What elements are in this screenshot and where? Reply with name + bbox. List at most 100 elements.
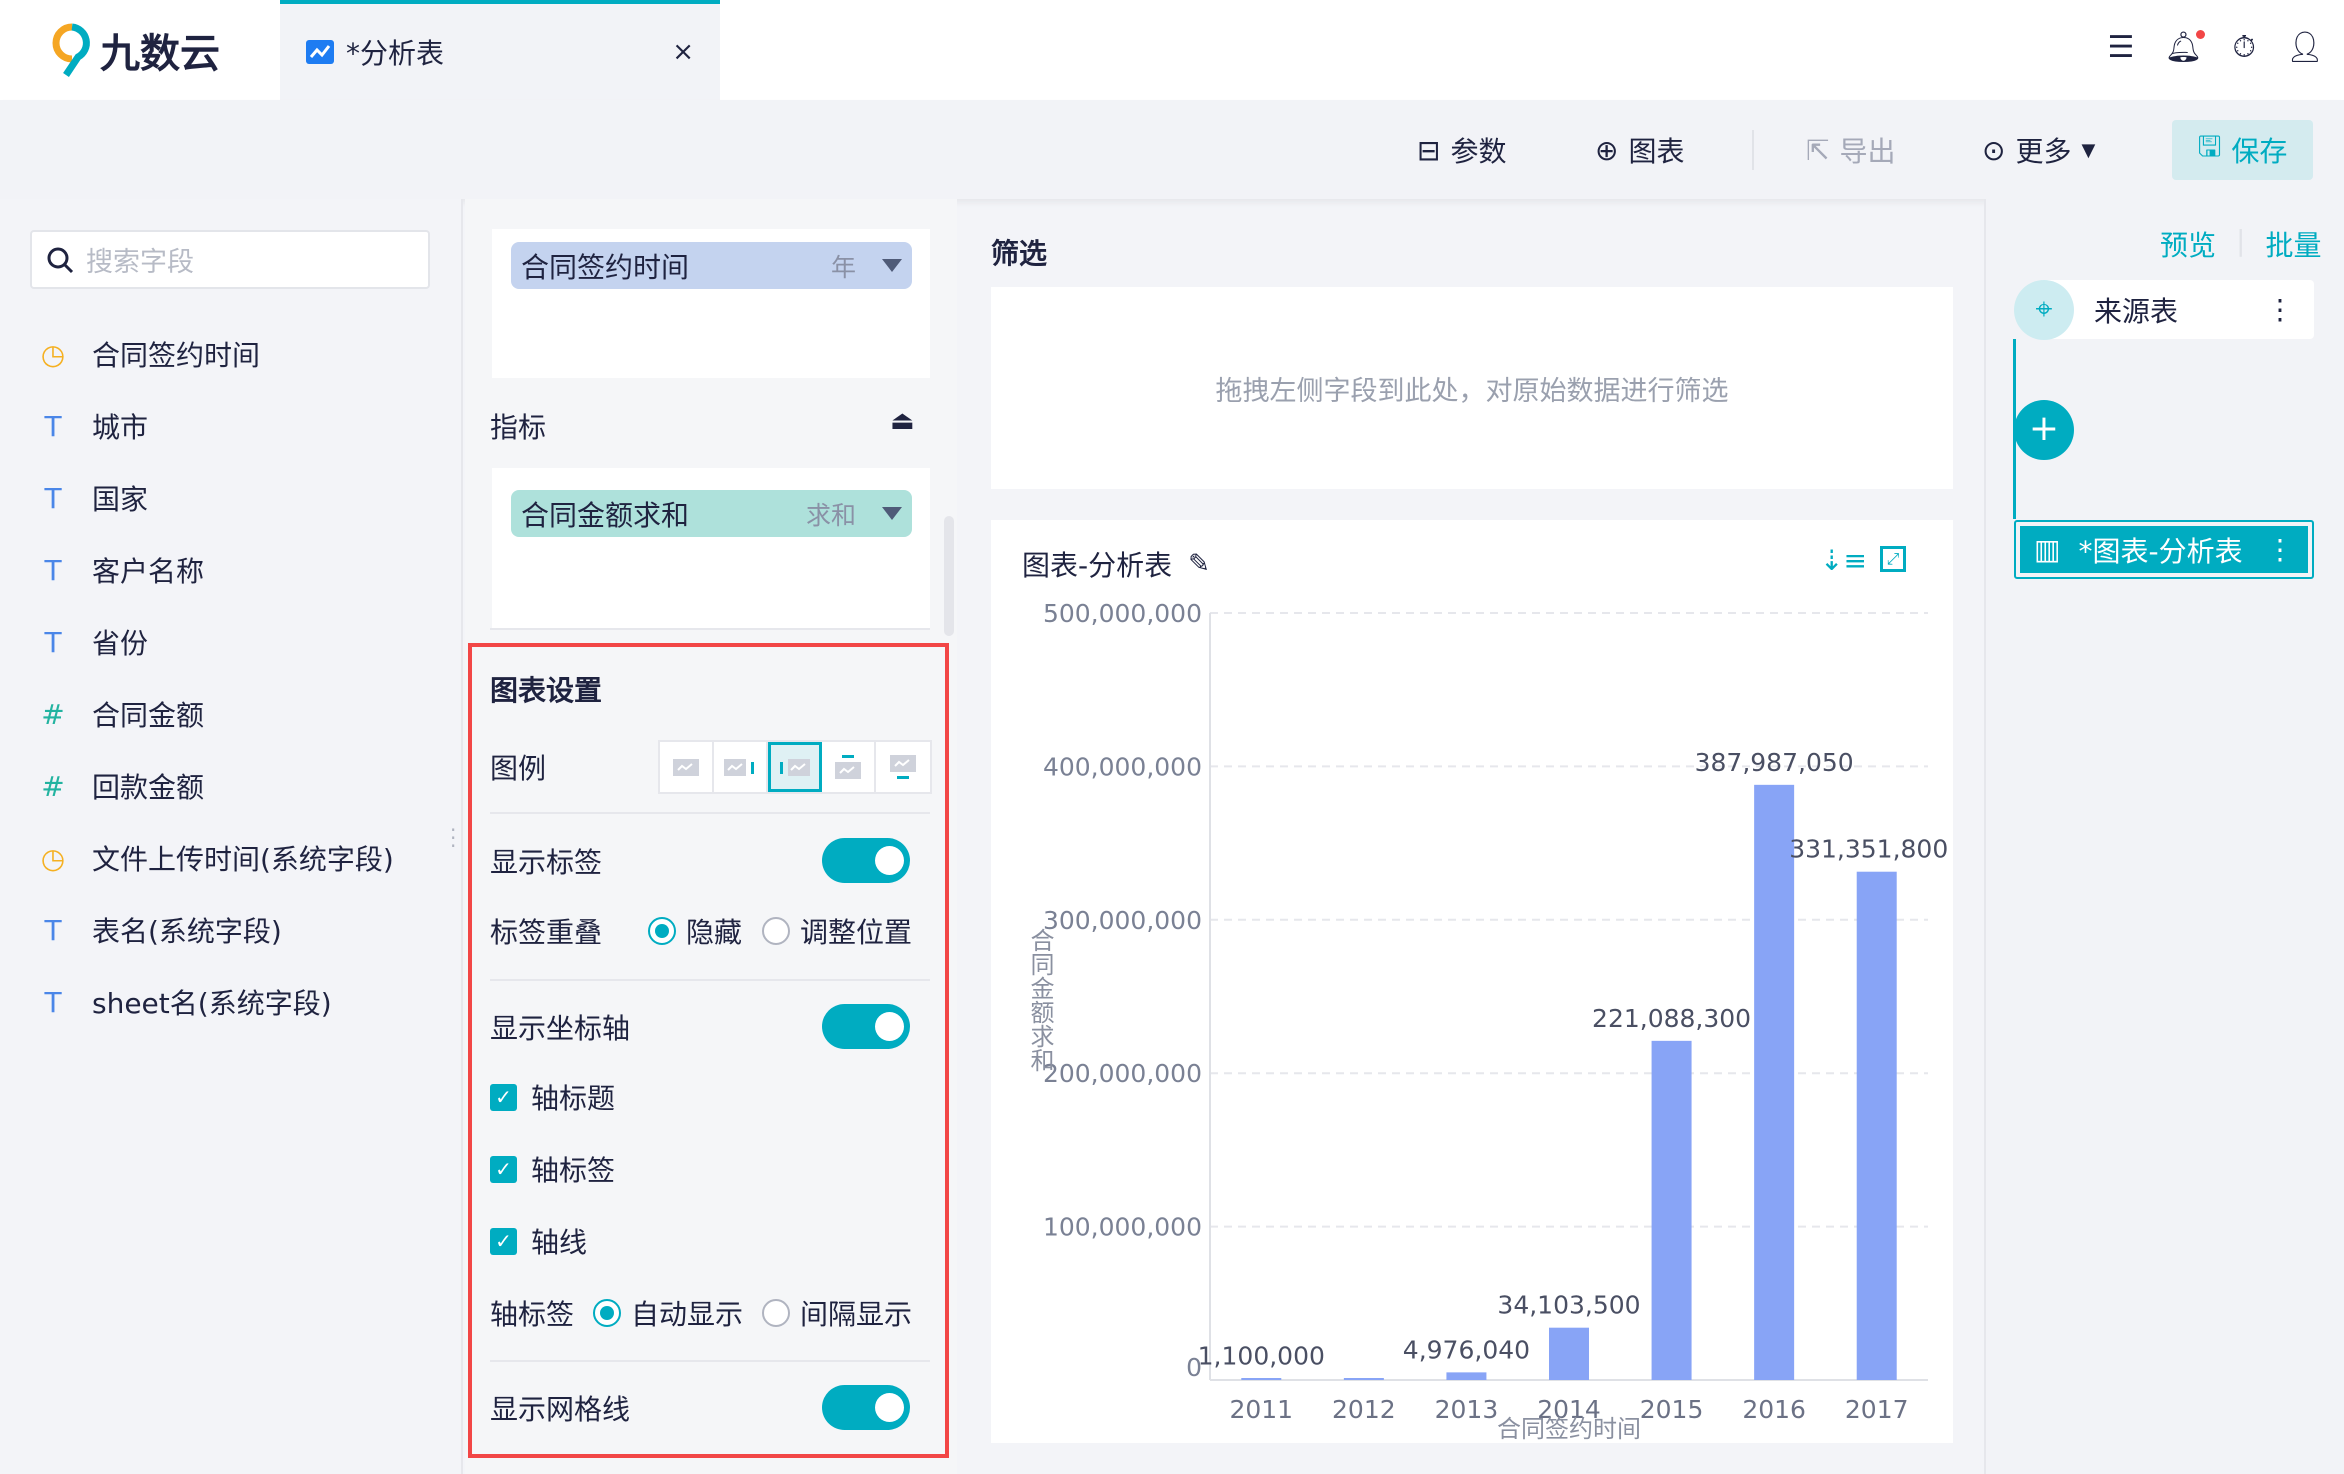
show-labels-toggle[interactable] bbox=[822, 838, 910, 883]
metric-agg: 求和 bbox=[805, 500, 856, 530]
crosshair-icon: ⌖ bbox=[2014, 280, 2074, 340]
list-icon[interactable]: ☰ bbox=[2107, 30, 2135, 65]
more-vertical-icon[interactable]: ⋮ bbox=[2266, 533, 2294, 566]
flow-panel bbox=[1984, 199, 2344, 1474]
tab-analysis[interactable]: *分析表 × bbox=[280, 0, 720, 100]
chart-node[interactable]: ▥ *图表-分析表 ⋮ bbox=[2014, 520, 2314, 579]
toolbox-icon[interactable]: ⏏ bbox=[890, 406, 915, 436]
field-item[interactable]: T 国家 bbox=[38, 476, 148, 520]
legend-position-group bbox=[658, 740, 932, 794]
more-button[interactable]: ⊙ 更多 ▼ bbox=[1982, 128, 2095, 172]
sort-icon[interactable]: ⇣≡ bbox=[1820, 544, 1867, 577]
axis-title-checkbox[interactable]: ✓ 轴标题 bbox=[490, 1075, 615, 1119]
y-tick-label: 200,000,000 bbox=[1043, 1059, 1202, 1088]
legend-top-icon bbox=[835, 755, 861, 779]
edit-icon[interactable]: ✎ bbox=[1188, 549, 1210, 579]
overlap-hide-label: 隐藏 bbox=[686, 916, 743, 949]
save-icon: 🖫︎ bbox=[2197, 130, 2222, 163]
field-item[interactable]: ◷ 文件上传时间(系统字段) bbox=[38, 836, 394, 880]
batch-link[interactable]: 批量 bbox=[2265, 229, 2322, 262]
overlap-adjust-radio[interactable]: 调整位置 bbox=[762, 909, 912, 953]
field-item[interactable]: T 客户名称 bbox=[38, 548, 204, 592]
params-button[interactable]: ⊟ 参数 bbox=[1417, 128, 1506, 172]
x-tick-label: 2014 bbox=[1537, 1395, 1601, 1424]
close-tab-button[interactable]: × bbox=[672, 37, 694, 67]
add-chart-button[interactable]: ⊕ 图表 bbox=[1595, 128, 1684, 172]
overlap-hide-radio[interactable]: 隐藏 bbox=[648, 909, 742, 953]
expand-icon[interactable]: ⤢ bbox=[1880, 546, 1906, 572]
text-type-icon: T bbox=[44, 553, 62, 587]
legend-left-option[interactable] bbox=[768, 742, 822, 792]
field-item[interactable]: # 合同金额 bbox=[38, 692, 204, 736]
save-button[interactable]: 🖫︎ 保存 bbox=[2172, 120, 2313, 180]
y-tick-label: 300,000,000 bbox=[1043, 906, 1202, 935]
checkbox-checked-icon: ✓ bbox=[490, 1155, 517, 1183]
legend-none-option[interactable] bbox=[660, 742, 714, 792]
filter-dropzone[interactable]: 拖拽左侧字段到此处，对原始数据进行筛选 bbox=[991, 287, 1953, 489]
filter-placeholder: 拖拽左侧字段到此处，对原始数据进行筛选 bbox=[1215, 375, 1729, 407]
field-label: 文件上传时间(系统字段) bbox=[92, 843, 394, 876]
field-item[interactable]: # 回款金额 bbox=[38, 764, 204, 808]
dropdown-icon[interactable] bbox=[882, 259, 902, 272]
y-tick-label: 500,000,000 bbox=[1043, 599, 1202, 628]
legend-bottom-option[interactable] bbox=[876, 742, 930, 792]
x-tick-label: 2013 bbox=[1435, 1395, 1499, 1424]
plus-circle-icon: ⊕ bbox=[1595, 133, 1619, 167]
interval-show-radio[interactable]: 间隔显示 bbox=[762, 1291, 912, 1335]
text-type-icon: T bbox=[44, 481, 62, 515]
axis-label-checkbox[interactable]: ✓ 轴标签 bbox=[490, 1147, 615, 1191]
text-type-icon: T bbox=[44, 985, 62, 1019]
interval-show-label: 间隔显示 bbox=[800, 1298, 913, 1331]
field-label: 合同金额 bbox=[92, 699, 205, 732]
auto-show-label: 自动显示 bbox=[631, 1298, 744, 1331]
user-icon[interactable]: 👤︎ bbox=[2285, 30, 2324, 65]
dimension-pill[interactable]: 合同签约时间 年 bbox=[511, 242, 912, 289]
bell-icon[interactable]: 🔔︎ bbox=[2164, 30, 2205, 65]
search-icon bbox=[47, 247, 74, 273]
data-label: 4,976,040 bbox=[1403, 1335, 1530, 1364]
bar bbox=[1446, 1372, 1487, 1380]
show-axis-label: 显示坐标轴 bbox=[490, 1012, 631, 1045]
radio-unchecked-icon bbox=[762, 1299, 790, 1327]
add-step-button[interactable]: + bbox=[2014, 400, 2074, 460]
export-button[interactable]: ⇱ 导出 bbox=[1806, 128, 1895, 172]
legend-none-icon bbox=[673, 759, 699, 776]
more-label: 更多 bbox=[2015, 135, 2072, 168]
field-item[interactable]: T 城市 bbox=[38, 404, 148, 448]
preview-link[interactable]: 预览 bbox=[2160, 229, 2217, 262]
show-grid-toggle[interactable] bbox=[822, 1385, 910, 1430]
legend-right-option[interactable] bbox=[714, 742, 768, 792]
field-item[interactable]: T 表名(系统字段) bbox=[38, 908, 281, 952]
legend-left-icon bbox=[780, 759, 810, 776]
bar bbox=[1754, 784, 1795, 1380]
clock-icon: ◷ bbox=[40, 841, 66, 875]
bar bbox=[1241, 1378, 1282, 1380]
bar-chart-icon: ▥ bbox=[2034, 533, 2061, 566]
radio-checked-icon bbox=[648, 917, 676, 945]
field-item[interactable]: T 省份 bbox=[38, 620, 148, 664]
scrollbar[interactable] bbox=[944, 516, 954, 636]
axis-line-checkbox[interactable]: ✓ 轴线 bbox=[490, 1219, 587, 1263]
metric-pill[interactable]: 合同金额求和 求和 bbox=[511, 490, 912, 537]
text-type-icon: T bbox=[44, 409, 62, 443]
more-vertical-icon[interactable]: ⋮ bbox=[2266, 293, 2294, 326]
show-axis-toggle[interactable] bbox=[822, 1004, 910, 1049]
search-input[interactable]: 搜索字段 bbox=[30, 230, 430, 289]
toolbar-divider bbox=[1752, 130, 1754, 170]
field-item[interactable]: ◷ 合同签约时间 bbox=[38, 332, 260, 376]
number-type-icon: # bbox=[41, 769, 65, 803]
chart-settings-title: 图表设置 bbox=[490, 674, 603, 707]
timer-icon[interactable]: ⏱︎ bbox=[2232, 30, 2256, 65]
resize-handle[interactable]: · · · bbox=[450, 818, 457, 858]
params-icon: ⊟ bbox=[1417, 133, 1441, 167]
field-label: 客户名称 bbox=[92, 555, 205, 588]
legend-top-option[interactable] bbox=[822, 742, 876, 792]
y-tick-label: 0 bbox=[1186, 1353, 1202, 1382]
auto-show-radio[interactable]: 自动显示 bbox=[593, 1291, 743, 1335]
dropdown-icon[interactable] bbox=[882, 507, 902, 520]
source-node[interactable]: 来源表 ⋮ bbox=[2040, 280, 2314, 339]
bar-chart: 0 100,000,000 200,000,000 300,000,000 400,00… bbox=[1026, 599, 1948, 1443]
radio-checked-icon bbox=[593, 1299, 621, 1327]
export-label: 导出 bbox=[1839, 135, 1896, 168]
